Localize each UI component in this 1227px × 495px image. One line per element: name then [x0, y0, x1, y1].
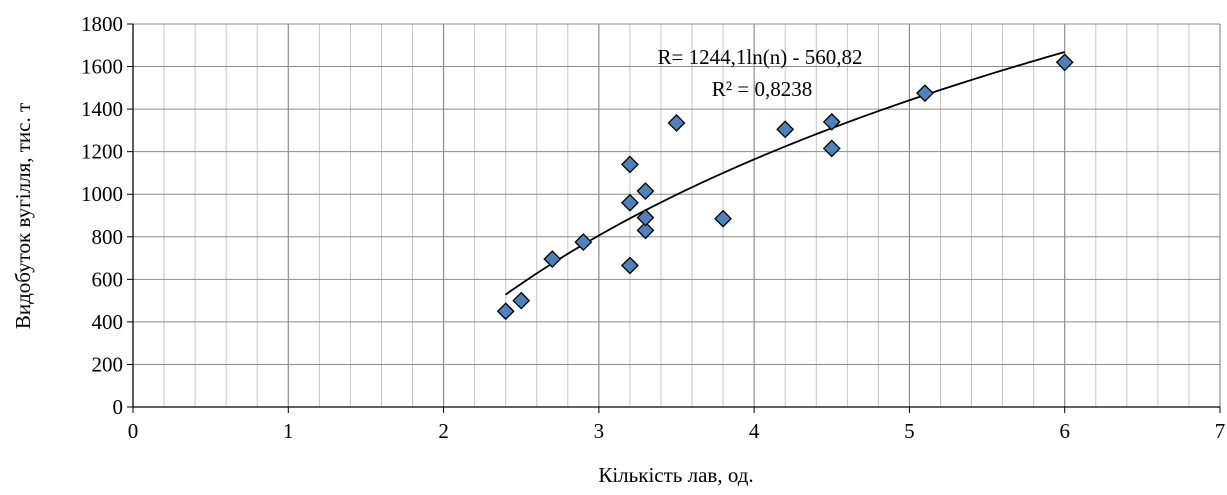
- data-point: [1055, 53, 1074, 72]
- y-tick-label: 1200: [81, 140, 123, 164]
- data-point: [822, 112, 841, 131]
- data-point: [543, 250, 562, 269]
- data-points: [496, 53, 1074, 321]
- x-tick-label: 1: [283, 419, 294, 443]
- y-tick-label: 800: [92, 225, 124, 249]
- y-tick-label: 600: [92, 267, 124, 291]
- data-point: [636, 182, 655, 200]
- data-point: [620, 256, 639, 275]
- x-tick-label: 4: [749, 419, 760, 443]
- x-tick-label: 6: [1059, 419, 1070, 443]
- data-point: [636, 208, 655, 227]
- data-point: [822, 139, 841, 158]
- y-axis-title: Видобуток вугілля, тис. т: [11, 103, 35, 329]
- gridlines: [132, 23, 1221, 408]
- x-tick-label: 3: [594, 419, 605, 443]
- tick-labels: 0 200 400 600 800 1000 1200 1400 1600 1800 0 1 2 3 4 5 6…: [81, 12, 1225, 443]
- y-tick-label: 1400: [81, 97, 123, 121]
- y-tick-label: 200: [92, 352, 124, 376]
- y-tick-label: 1600: [81, 55, 123, 79]
- y-tick-label: 400: [92, 310, 124, 334]
- trendline: [505, 51, 1065, 296]
- data-point: [667, 114, 686, 132]
- x-tick-label: 7: [1215, 419, 1226, 443]
- r-squared-label: R² = 0,8238: [712, 77, 812, 101]
- y-tick-label: 0: [113, 395, 124, 419]
- data-point: [916, 84, 934, 103]
- x-tick-label: 0: [128, 419, 139, 443]
- data-point: [636, 221, 655, 240]
- data-point: [496, 302, 515, 321]
- y-tick-label: 1000: [81, 182, 123, 206]
- x-axis-title: Кількість лав, од.: [598, 463, 753, 487]
- data-point: [714, 209, 733, 228]
- data-point: [620, 193, 639, 212]
- data-point: [776, 120, 795, 139]
- data-point: [620, 155, 639, 174]
- x-tick-label: 2: [438, 419, 449, 443]
- axes: [127, 23, 1221, 413]
- x-tick-label: 5: [904, 419, 915, 443]
- data-point: [574, 233, 593, 252]
- data-point: [512, 291, 531, 310]
- trendline-equation-label: R= 1244,1ln(n) - 560,82: [658, 45, 863, 69]
- y-tick-label: 1800: [81, 12, 123, 36]
